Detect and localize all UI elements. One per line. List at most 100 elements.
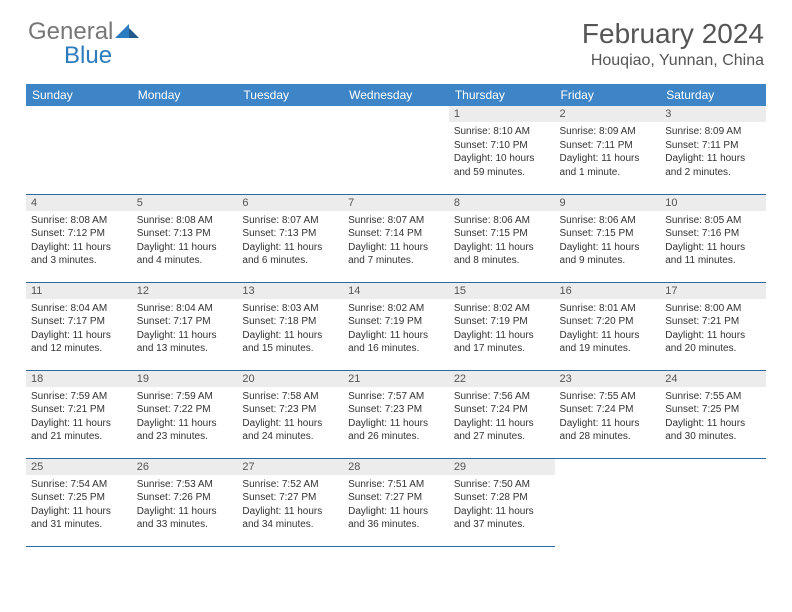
calendar-body: 1Sunrise: 8:10 AMSunset: 7:10 PMDaylight… bbox=[26, 106, 766, 546]
weekday-row: SundayMondayTuesdayWednesdayThursdayFrid… bbox=[26, 84, 766, 106]
daylight-line: Daylight: 11 hours and 37 minutes. bbox=[454, 505, 550, 532]
day-cell: 10Sunrise: 8:05 AMSunset: 7:16 PMDayligh… bbox=[660, 194, 766, 282]
daylight-line: Daylight: 11 hours and 11 minutes. bbox=[665, 241, 761, 268]
sunrise-line: Sunrise: 7:58 AM bbox=[242, 390, 338, 404]
day-number: 11 bbox=[26, 283, 132, 299]
sunset-line: Sunset: 7:13 PM bbox=[242, 227, 338, 241]
weekday-friday: Friday bbox=[555, 84, 661, 106]
sunset-line: Sunset: 7:11 PM bbox=[665, 139, 761, 153]
day-number: 19 bbox=[132, 371, 238, 387]
sunset-line: Sunset: 7:11 PM bbox=[560, 139, 656, 153]
week-row: 11Sunrise: 8:04 AMSunset: 7:17 PMDayligh… bbox=[26, 282, 766, 370]
day-content: Sunrise: 8:07 AMSunset: 7:14 PMDaylight:… bbox=[343, 211, 449, 272]
daylight-line: Daylight: 11 hours and 4 minutes. bbox=[137, 241, 233, 268]
sunrise-line: Sunrise: 7:55 AM bbox=[560, 390, 656, 404]
day-cell: 24 Sunrise: 7:55 AMSunset: 7:25 PMDayligh… bbox=[660, 370, 766, 458]
day-cell: 12Sunrise: 8:04 AMSunset: 7:17 PMDayligh… bbox=[132, 282, 238, 370]
day-number: 28 bbox=[343, 459, 449, 475]
sunset-line: Sunset: 7:27 PM bbox=[348, 491, 444, 505]
daylight-line: Daylight: 11 hours and 31 minutes. bbox=[31, 505, 127, 532]
day-cell bbox=[26, 106, 132, 194]
sunset-line: Sunset: 7:19 PM bbox=[348, 315, 444, 329]
day-content: Sunrise: 7:55 AMSunset: 7:24 PMDaylight:… bbox=[555, 387, 661, 448]
day-cell bbox=[660, 458, 766, 546]
daylight-line: Daylight: 11 hours and 15 minutes. bbox=[242, 329, 338, 356]
daylight-line: Daylight: 11 hours and 28 minutes. bbox=[560, 417, 656, 444]
daylight-line: Daylight: 11 hours and 36 minutes. bbox=[348, 505, 444, 532]
day-content: Sunrise: 8:06 AMSunset: 7:15 PMDaylight:… bbox=[449, 211, 555, 272]
daylight-line: Daylight: 11 hours and 20 minutes. bbox=[665, 329, 761, 356]
sunset-line: Sunset: 7:28 PM bbox=[454, 491, 550, 505]
sunset-line: Sunset: 7:21 PM bbox=[31, 403, 127, 417]
day-number: 20 bbox=[237, 371, 343, 387]
sunrise-line: Sunrise: 8:09 AM bbox=[560, 125, 656, 139]
sunrise-line: Sunrise: 8:03 AM bbox=[242, 302, 338, 316]
sunrise-line: Sunrise: 8:09 AM bbox=[665, 125, 761, 139]
sunrise-line: Sunrise: 8:05 AM bbox=[665, 214, 761, 228]
daylight-line: Daylight: 11 hours and 21 minutes. bbox=[31, 417, 127, 444]
day-number: 15 bbox=[449, 283, 555, 299]
sunrise-line: Sunrise: 7:52 AM bbox=[242, 478, 338, 492]
day-number: 14 bbox=[343, 283, 449, 299]
sunrise-line: Sunrise: 8:10 AM bbox=[454, 125, 550, 139]
day-cell: 20Sunrise: 7:58 AMSunset: 7:23 PMDayligh… bbox=[237, 370, 343, 458]
daylight-line: Daylight: 11 hours and 8 minutes. bbox=[454, 241, 550, 268]
day-cell: 2Sunrise: 8:09 AMSunset: 7:11 PMDaylight… bbox=[555, 106, 661, 194]
day-cell: 19Sunrise: 7:59 AMSunset: 7:22 PMDayligh… bbox=[132, 370, 238, 458]
sunset-line: Sunset: 7:17 PM bbox=[31, 315, 127, 329]
weekday-wednesday: Wednesday bbox=[343, 84, 449, 106]
day-number: 12 bbox=[132, 283, 238, 299]
daylight-line: Daylight: 11 hours and 24 minutes. bbox=[242, 417, 338, 444]
header: GeneralBlue February 2024 Houqiao, Yunna… bbox=[0, 0, 792, 78]
day-cell: 26Sunrise: 7:53 AMSunset: 7:26 PMDayligh… bbox=[132, 458, 238, 546]
daylight-line: Daylight: 11 hours and 30 minutes. bbox=[665, 417, 761, 444]
sunset-line: Sunset: 7:25 PM bbox=[31, 491, 127, 505]
day-number: 5 bbox=[132, 195, 238, 211]
sunrise-line: Sunrise: 7:59 AM bbox=[137, 390, 233, 404]
day-number: 18 bbox=[26, 371, 132, 387]
day-number: 7 bbox=[343, 195, 449, 211]
daylight-line: Daylight: 11 hours and 17 minutes. bbox=[454, 329, 550, 356]
day-content: Sunrise: 7:57 AMSunset: 7:23 PMDaylight:… bbox=[343, 387, 449, 448]
daylight-line: Daylight: 11 hours and 12 minutes. bbox=[31, 329, 127, 356]
daylight-line: Daylight: 11 hours and 6 minutes. bbox=[242, 241, 338, 268]
day-cell: 1Sunrise: 8:10 AMSunset: 7:10 PMDaylight… bbox=[449, 106, 555, 194]
day-content: Sunrise: 8:09 AMSunset: 7:11 PMDaylight:… bbox=[660, 122, 766, 183]
day-cell: 13Sunrise: 8:03 AMSunset: 7:18 PMDayligh… bbox=[237, 282, 343, 370]
day-cell: 11Sunrise: 8:04 AMSunset: 7:17 PMDayligh… bbox=[26, 282, 132, 370]
sunset-line: Sunset: 7:24 PM bbox=[454, 403, 550, 417]
week-row: 4Sunrise: 8:08 AMSunset: 7:12 PMDaylight… bbox=[26, 194, 766, 282]
day-content: Sunrise: 8:07 AMSunset: 7:13 PMDaylight:… bbox=[237, 211, 343, 272]
logo: GeneralBlue bbox=[28, 18, 141, 70]
day-content: Sunrise: 8:04 AMSunset: 7:17 PMDaylight:… bbox=[132, 299, 238, 360]
day-number: 3 bbox=[660, 106, 766, 122]
sunset-line: Sunset: 7:25 PM bbox=[665, 403, 761, 417]
sunrise-line: Sunrise: 7:53 AM bbox=[137, 478, 233, 492]
week-row: 18Sunrise: 7:59 AMSunset: 7:21 PMDayligh… bbox=[26, 370, 766, 458]
sunrise-line: Sunrise: 7:56 AM bbox=[454, 390, 550, 404]
calendar-head: SundayMondayTuesdayWednesdayThursdayFrid… bbox=[26, 84, 766, 106]
day-content: Sunrise: 8:00 AMSunset: 7:21 PMDaylight:… bbox=[660, 299, 766, 360]
calendar-table: SundayMondayTuesdayWednesdayThursdayFrid… bbox=[26, 84, 766, 547]
daylight-line: Daylight: 11 hours and 2 minutes. bbox=[665, 152, 761, 179]
day-number: 23 bbox=[555, 371, 661, 387]
day-content: Sunrise: 7:56 AMSunset: 7:24 PMDaylight:… bbox=[449, 387, 555, 448]
daylight-line: Daylight: 11 hours and 33 minutes. bbox=[137, 505, 233, 532]
day-cell: 16Sunrise: 8:01 AMSunset: 7:20 PMDayligh… bbox=[555, 282, 661, 370]
day-cell bbox=[237, 106, 343, 194]
sunset-line: Sunset: 7:27 PM bbox=[242, 491, 338, 505]
sunset-line: Sunset: 7:14 PM bbox=[348, 227, 444, 241]
day-content: Sunrise: 8:03 AMSunset: 7:18 PMDaylight:… bbox=[237, 299, 343, 360]
day-content: Sunrise: 7:54 AMSunset: 7:25 PMDaylight:… bbox=[26, 475, 132, 536]
daylight-line: Daylight: 10 hours and 59 minutes. bbox=[454, 152, 550, 179]
sunset-line: Sunset: 7:19 PM bbox=[454, 315, 550, 329]
sunrise-line: Sunrise: 7:55 AM bbox=[665, 390, 761, 404]
day-content: Sunrise: 7:50 AMSunset: 7:28 PMDaylight:… bbox=[449, 475, 555, 536]
day-number: 6 bbox=[237, 195, 343, 211]
sunrise-line: Sunrise: 8:02 AM bbox=[348, 302, 444, 316]
day-cell: 7Sunrise: 8:07 AMSunset: 7:14 PMDaylight… bbox=[343, 194, 449, 282]
daylight-line: Daylight: 11 hours and 26 minutes. bbox=[348, 417, 444, 444]
sunset-line: Sunset: 7:23 PM bbox=[348, 403, 444, 417]
day-number: 24 bbox=[660, 371, 766, 387]
day-number: 29 bbox=[449, 459, 555, 475]
